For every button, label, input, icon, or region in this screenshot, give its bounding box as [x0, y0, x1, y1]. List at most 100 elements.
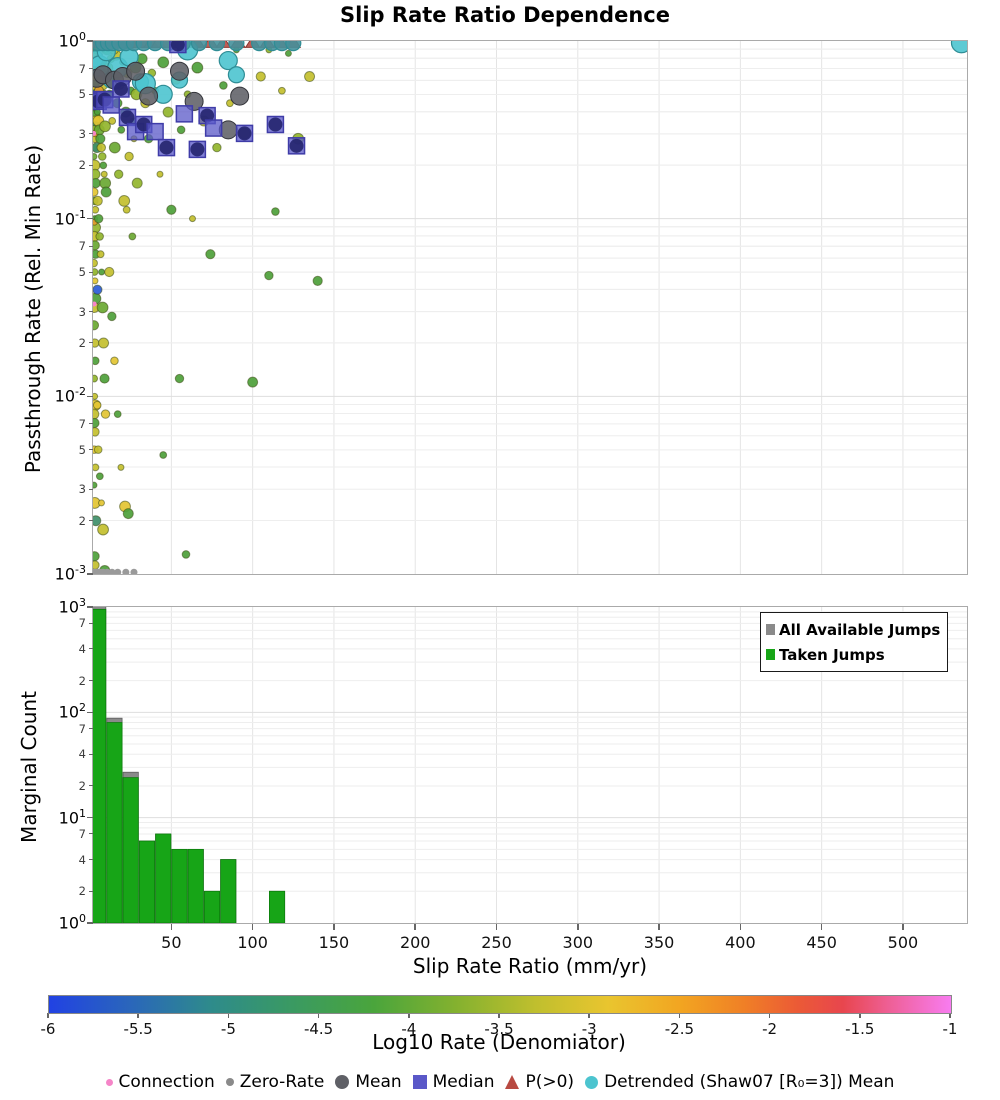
median-square: [204, 119, 223, 137]
x-tick: [820, 924, 823, 930]
scatter-point: [93, 560, 100, 570]
detrended-mean-point: [208, 41, 225, 52]
colorbar-tick-label: -4: [401, 1020, 417, 1038]
detrended-mean-point: [218, 50, 238, 71]
scatter-point: [93, 481, 98, 489]
scatter-point: [100, 409, 111, 419]
y-major-tick-label: 100: [58, 30, 86, 51]
detrended-mean-point: [190, 41, 208, 52]
triangle-icon: [505, 1075, 520, 1089]
median-mean-overlap-dot: [268, 117, 283, 132]
legend-item[interactable]: Taken Jumps: [766, 642, 940, 667]
colorbar-tick-label: -3.5: [484, 1020, 514, 1038]
marker-legend-label: Detrended (Shaw07 [R₀=3]) Mean: [604, 1072, 895, 1092]
taken-jumps-bar: [106, 722, 123, 923]
y-major-tick: [87, 711, 93, 714]
scatter-point: [284, 49, 292, 57]
marker-legend-item: Zero-Rate: [225, 1072, 324, 1092]
y-major-tick-label: 10-2: [54, 385, 86, 406]
y-minor-tick: [89, 728, 93, 730]
detrended-mean-point: [285, 41, 302, 52]
y-major-tick-label: 10-1: [54, 207, 86, 228]
colorbar-tick: [859, 1013, 861, 1018]
y-minor-tick: [89, 93, 93, 95]
scatter-point: [93, 187, 99, 197]
scatter-point: [93, 284, 103, 295]
y-minor-tick: [89, 68, 93, 70]
scatter-point: [93, 417, 100, 429]
y-minor-tick-label: 5: [78, 87, 86, 102]
scatter-point: [93, 400, 102, 410]
zero-rate-point: [108, 568, 116, 574]
colorbar-label: Log10 Rate (Denomiator): [372, 1030, 626, 1054]
x-tick: [333, 924, 335, 930]
legend-item-label: All Available Jumps: [779, 620, 941, 639]
y-minor-tick-label: 3: [78, 482, 86, 497]
median-square: [175, 105, 194, 123]
circle-icon: [225, 1078, 234, 1086]
y-minor-tick: [89, 488, 93, 490]
y-minor-tick: [89, 753, 93, 755]
scatter-point: [95, 133, 106, 144]
median-square: [146, 122, 164, 141]
x-axis-label: Slip Rate Ratio (mm/yr): [412, 954, 648, 978]
y-minor-tick-label: 5: [78, 442, 86, 457]
x-tick: [495, 924, 498, 930]
y-major-tick: [87, 816, 93, 819]
scatter-point: [93, 320, 100, 331]
scatter-point: [93, 205, 100, 214]
scatter-point: [93, 213, 104, 224]
scatter-point: [93, 551, 100, 562]
scatter-point: [110, 356, 119, 366]
taken-jumps-bar: [138, 840, 156, 923]
y-minor-tick-label: 4: [78, 641, 86, 656]
scatter-point: [117, 463, 125, 471]
colorbar-tick-label: -1.5: [845, 1020, 875, 1038]
y-minor-tick: [89, 648, 93, 650]
y-minor-tick-label: 7: [78, 721, 86, 736]
x-tick: [251, 924, 254, 930]
taken-jumps-bar: [93, 608, 107, 923]
colorbar-tick-label: -6: [40, 1020, 56, 1038]
marker-legend-item: Connection: [105, 1072, 215, 1092]
y-minor-tick: [89, 245, 93, 247]
colorbar-tick: [47, 1013, 49, 1018]
y-minor-tick-label: 2: [78, 673, 86, 688]
legend-item-label: Taken Jumps: [779, 645, 885, 664]
scatter-point: [118, 195, 131, 207]
x-tick-label: 150: [318, 933, 350, 952]
colorbar-tick-label: -2.5: [664, 1020, 695, 1038]
scatter-point: [96, 142, 106, 153]
y-minor-tick-label: 7: [78, 239, 86, 254]
scatter-point: [174, 373, 185, 384]
legend-swatch-icon: [766, 624, 775, 635]
colorbar: [48, 995, 952, 1014]
scatter-point: [93, 408, 100, 420]
scatter-point: [122, 205, 131, 214]
y-minor-tick-label: 7: [78, 826, 86, 841]
colorbar-tick-label: -2: [762, 1020, 778, 1038]
connection-point: [93, 130, 97, 136]
y-minor-tick-label: 4: [78, 747, 86, 762]
y-major-tick: [87, 606, 93, 608]
circle-icon: [585, 1075, 599, 1089]
scatter-point: [156, 170, 164, 178]
circle-icon: [105, 1078, 113, 1086]
scatter-point: [128, 232, 137, 241]
y-minor-tick-label: 7: [78, 616, 86, 631]
y-major-tick: [87, 217, 93, 220]
y-minor-tick: [89, 311, 93, 313]
legend-item[interactable]: All Available Jumps: [766, 617, 940, 642]
colorbar-tick: [768, 1013, 771, 1018]
colorbar-tick-label: -5: [220, 1020, 236, 1038]
median-mean-overlap-dot: [200, 108, 215, 123]
scatter-point: [212, 142, 222, 153]
histogram-legend[interactable]: All Available Jumps Taken Jumps: [760, 612, 949, 672]
scatter-point: [95, 472, 104, 481]
scatter-point: [278, 86, 286, 95]
y-minor-tick: [89, 342, 93, 344]
taken-jumps-bar: [155, 833, 172, 923]
scatter-point: [117, 125, 126, 134]
y-minor-tick-label: 3: [78, 304, 86, 319]
